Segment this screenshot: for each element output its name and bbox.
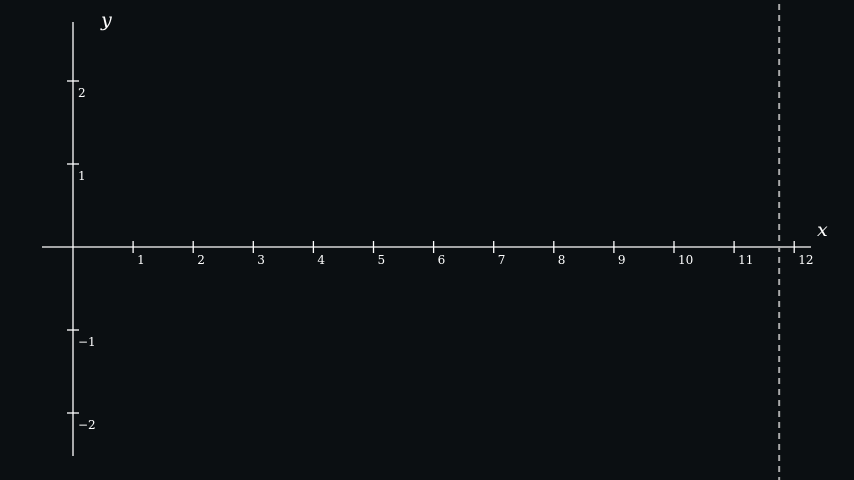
y-tick-label: 1 <box>78 169 86 183</box>
x-tick-label: 4 <box>317 253 325 267</box>
x-tick-label: 9 <box>618 253 626 267</box>
y-tick-label: 2 <box>78 86 86 100</box>
y-axis-label: y <box>100 9 112 31</box>
x-tick-label: 8 <box>558 253 566 267</box>
x-tick-label: 1 <box>137 253 145 267</box>
x-axis-label: x <box>817 219 828 241</box>
x-tick-label: 3 <box>257 253 265 267</box>
x-tick-label: 5 <box>378 253 386 267</box>
y-tick-label: −2 <box>78 418 96 432</box>
x-tick-label: 11 <box>738 253 753 267</box>
y-tick-label: −1 <box>78 335 96 349</box>
x-tick-label: 2 <box>197 253 205 267</box>
x-tick-label: 7 <box>498 253 506 267</box>
x-tick-label: 12 <box>798 253 813 267</box>
x-tick-label: 6 <box>438 253 446 267</box>
x-tick-label: 10 <box>678 253 693 267</box>
